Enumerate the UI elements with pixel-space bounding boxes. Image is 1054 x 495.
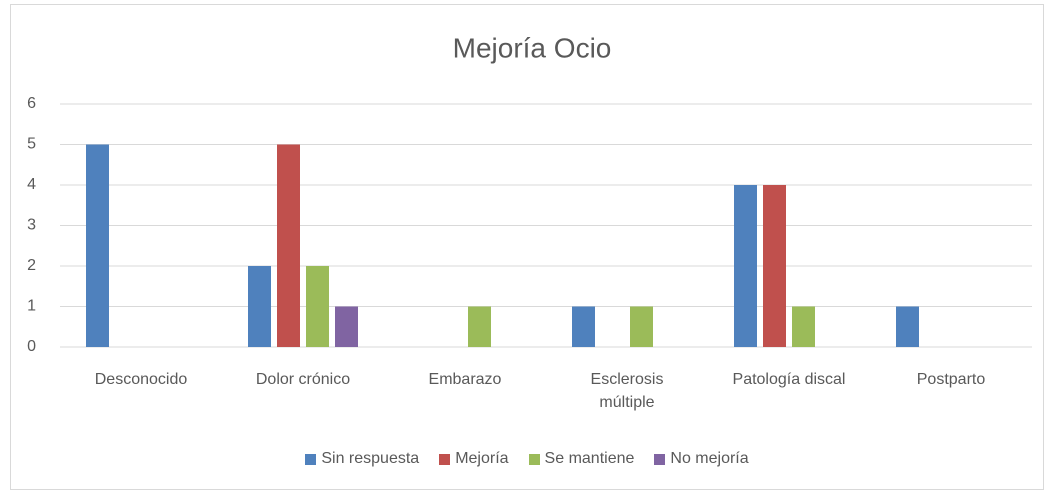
chart-border	[10, 4, 1044, 490]
bar	[763, 185, 786, 347]
bar	[335, 306, 358, 347]
y-tick-label: 0	[27, 338, 36, 355]
bar	[277, 144, 300, 347]
legend-swatch	[439, 453, 451, 465]
y-tick-label: 2	[27, 257, 36, 274]
chart-title: Mejoría Ocio	[453, 32, 612, 63]
y-tick-label: 5	[27, 136, 36, 153]
legend-item: Sin respuesta	[305, 450, 419, 468]
bar	[734, 185, 757, 347]
legend-swatch	[528, 453, 540, 465]
x-tick-label: Esclerosis múltiple	[590, 371, 664, 411]
y-tick-label: 6	[27, 95, 36, 112]
x-tick-label: Desconocido	[94, 371, 188, 388]
legend-label: No mejoría	[670, 450, 749, 467]
bar	[630, 306, 653, 347]
bar	[896, 306, 919, 347]
y-tick-label: 3	[27, 217, 36, 234]
legend-item: Mejoría	[439, 450, 509, 468]
legend-label: Mejoría	[455, 450, 509, 467]
bar	[248, 266, 271, 347]
x-tick-label: Patología discal	[732, 371, 846, 388]
y-tick-label: 1	[27, 298, 36, 315]
legend-swatch	[305, 453, 317, 465]
x-tick-label: Postparto	[916, 371, 986, 388]
legend-swatch	[654, 453, 666, 465]
bar	[792, 306, 815, 347]
x-tick-label: Dolor crónico	[255, 371, 351, 388]
legend: Sin respuesta Mejoría Se mantiene No mejorí…	[0, 450, 1054, 468]
bar	[306, 266, 329, 347]
legend-label: Sin respuesta	[321, 450, 420, 467]
bar	[468, 306, 491, 347]
bar	[86, 144, 109, 347]
y-tick-label: 4	[27, 176, 36, 193]
legend-item: Se mantiene	[528, 450, 635, 468]
x-tick-label: Embarazo	[428, 371, 502, 388]
legend-label: Se mantiene	[544, 450, 635, 467]
bar	[572, 306, 595, 347]
legend-item: No mejoría	[654, 450, 749, 468]
